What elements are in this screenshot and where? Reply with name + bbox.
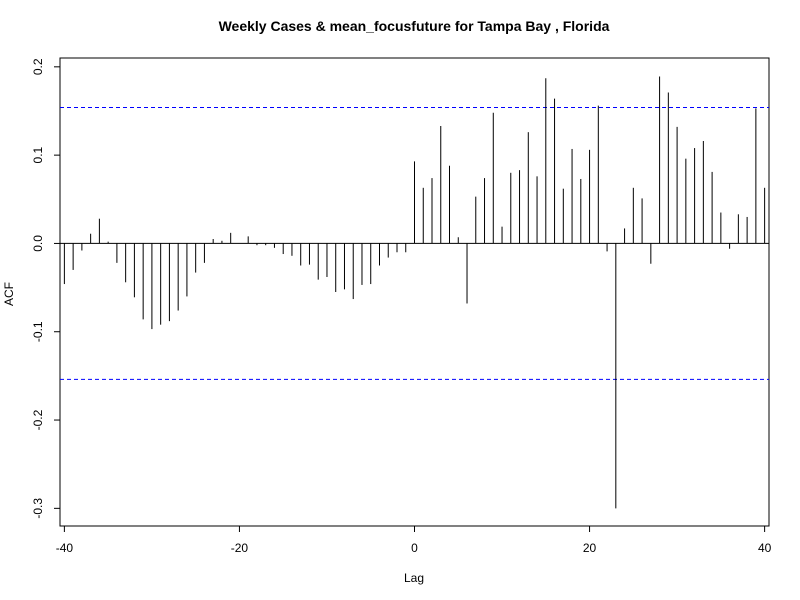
x-tick-label: -40 <box>56 541 74 555</box>
confidence-band-layer <box>60 106 769 380</box>
y-axis: -0.3 -0.2 -0.1 0.0 0.1 0.2 <box>31 58 60 519</box>
y-tick-label: -0.3 <box>31 498 45 519</box>
x-tick-label: 40 <box>758 541 772 555</box>
chart-title: Weekly Cases & mean_focusfuture for Tamp… <box>219 18 610 34</box>
plot-frame <box>59 57 770 527</box>
x-axis: -40 -20 0 20 40 <box>56 526 772 555</box>
y-axis-label: ACF <box>2 282 16 306</box>
y-tick-label: -0.2 <box>31 409 45 430</box>
y-tick-label: 0.2 <box>31 58 45 75</box>
x-tick-label: 20 <box>583 541 597 555</box>
y-tick-label: 0.1 <box>31 146 45 163</box>
acf-bars-layer <box>63 76 766 509</box>
y-tick-label: 0.0 <box>31 235 45 252</box>
x-tick-label: 0 <box>411 541 418 555</box>
x-axis-label: Lag <box>404 571 424 585</box>
y-tick-label: -0.1 <box>31 321 45 342</box>
x-tick-label: -20 <box>231 541 249 555</box>
